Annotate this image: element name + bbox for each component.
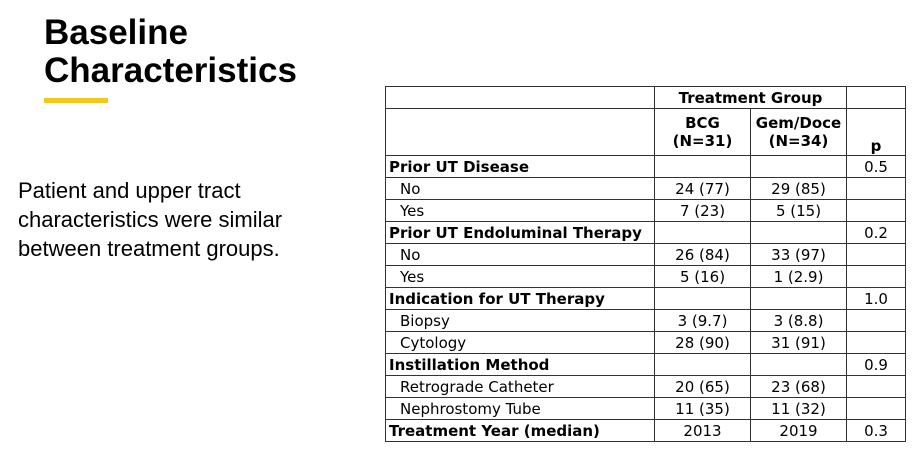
- column-header-line: BCG: [685, 114, 720, 132]
- item-label: No: [385, 243, 655, 266]
- title: Baseline Characteristics: [44, 13, 297, 90]
- body-text: Patient and upper tract characteristics …: [18, 178, 283, 261]
- value-cell: 11 (32): [750, 397, 847, 420]
- section-label: Prior UT Endoluminal Therapy: [385, 221, 655, 244]
- item-label: Biopsy: [385, 309, 655, 332]
- item-row: No 24 (77) 29 (85): [385, 177, 906, 200]
- value-cell: 2019: [750, 419, 847, 442]
- column-header: BCG (N=31): [654, 108, 751, 156]
- column-header-line: (N=34): [768, 132, 829, 150]
- item-label: No: [385, 177, 655, 200]
- empty-cell: [846, 177, 906, 200]
- p-value: 1.0: [846, 287, 906, 310]
- empty-cell: [750, 287, 847, 310]
- section-row: Prior UT Disease 0.5: [385, 155, 906, 178]
- value-cell: 3 (8.8): [750, 309, 847, 332]
- section-label: Prior UT Disease: [385, 155, 655, 178]
- empty-cell: [846, 331, 906, 354]
- column-header-line: (N=31): [672, 132, 733, 150]
- value-cell: 23 (68): [750, 375, 847, 398]
- item-row: Biopsy 3 (9.7) 3 (8.8): [385, 309, 906, 332]
- value-cell: 7 (23): [654, 199, 751, 222]
- empty-cell: [654, 155, 751, 178]
- item-row: No 26 (84) 33 (97): [385, 243, 906, 266]
- empty-cell: [654, 353, 751, 376]
- item-label: Yes: [385, 199, 655, 222]
- p-value: 0.9: [846, 353, 906, 376]
- item-label: Retrograde Catheter: [385, 375, 655, 398]
- item-label: Cytology: [385, 331, 655, 354]
- empty-cell: [846, 265, 906, 288]
- header-row: Treatment Group: [385, 86, 906, 109]
- empty-cell: [385, 86, 655, 109]
- value-cell: 11 (35): [654, 397, 751, 420]
- value-cell: 20 (65): [654, 375, 751, 398]
- empty-cell: [750, 221, 847, 244]
- p-value: 0.3: [846, 419, 906, 442]
- empty-cell: [846, 243, 906, 266]
- empty-cell: [846, 86, 906, 109]
- value-cell: 2013: [654, 419, 751, 442]
- item-row: Yes 5 (16) 1 (2.9): [385, 265, 906, 288]
- characteristics-table: Treatment Group BCG (N=31) Gem/Doce (N=34) p P…: [385, 86, 906, 442]
- column-header: Gem/Doce (N=34): [750, 108, 847, 156]
- item-label: Yes: [385, 265, 655, 288]
- empty-cell: [654, 287, 751, 310]
- item-row: Retrograde Catheter 20 (65) 23 (68): [385, 375, 906, 398]
- value-cell: 5 (16): [654, 265, 751, 288]
- p-value: 0.5: [846, 155, 906, 178]
- value-cell: 29 (85): [750, 177, 847, 200]
- section-row: Treatment Year (median) 2013 2019 0.3: [385, 419, 906, 442]
- section-row: Prior UT Endoluminal Therapy 0.2: [385, 221, 906, 244]
- item-row: Yes 7 (23) 5 (15): [385, 199, 906, 222]
- empty-cell: [846, 199, 906, 222]
- value-cell: 26 (84): [654, 243, 751, 266]
- empty-cell: [750, 155, 847, 178]
- group-header: Treatment Group: [654, 86, 847, 109]
- value-cell: 31 (91): [750, 331, 847, 354]
- value-cell: 3 (9.7): [654, 309, 751, 332]
- section-row: Indication for UT Therapy 1.0: [385, 287, 906, 310]
- column-header-line: Gem/Doce: [755, 114, 842, 132]
- item-row: Cytology 28 (90) 31 (91): [385, 331, 906, 354]
- value-cell: 1 (2.9): [750, 265, 847, 288]
- empty-cell: [846, 309, 906, 332]
- empty-cell: [846, 397, 906, 420]
- header-row: BCG (N=31) Gem/Doce (N=34) p: [385, 108, 906, 156]
- p-header: p: [846, 108, 906, 156]
- section-label: Indication for UT Therapy: [385, 287, 655, 310]
- empty-cell: [385, 108, 655, 156]
- item-row: Nephrostomy Tube 11 (35) 11 (32): [385, 397, 906, 420]
- section-row: Instillation Method 0.9: [385, 353, 906, 376]
- value-cell: 28 (90): [654, 331, 751, 354]
- empty-cell: [846, 375, 906, 398]
- empty-cell: [750, 353, 847, 376]
- title-underline: [44, 98, 108, 103]
- item-label: Nephrostomy Tube: [385, 397, 655, 420]
- section-label: Treatment Year (median): [385, 419, 655, 442]
- value-cell: 24 (77): [654, 177, 751, 200]
- section-label: Instillation Method: [385, 353, 655, 376]
- value-cell: 5 (15): [750, 199, 847, 222]
- empty-cell: [654, 221, 751, 244]
- value-cell: 33 (97): [750, 243, 847, 266]
- p-value: 0.2: [846, 221, 906, 244]
